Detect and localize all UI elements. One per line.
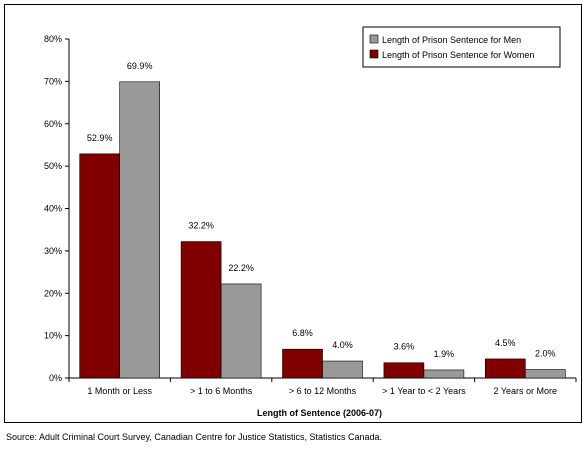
bar [524, 369, 566, 379]
x-axis-title: Length of Sentence (2006-07) [257, 408, 382, 418]
bar [383, 362, 425, 379]
legend-label: Length of Prison Sentence for Women [382, 50, 534, 60]
chart-frame: 0% 10% 20% 30% 40% 50% 60% 70% 80% 52.9% 69.9% 1 Mo… [4, 4, 582, 423]
source-note: Source: Adult Criminal Court Survey, Can… [6, 432, 382, 442]
data-label: 6.8% [292, 328, 313, 338]
y-tick-label: 10% [44, 331, 62, 341]
legend-label: Length of Prison Sentence for Men [382, 35, 521, 45]
legend-box [362, 26, 561, 68]
bar [484, 358, 526, 379]
bar-chart: 0% 10% 20% 30% 40% 50% 60% 70% 80% 52.9% 69.9% 1 Mo… [44, 26, 577, 418]
bar [423, 369, 465, 379]
y-tick-label: 30% [44, 246, 62, 256]
y-tick-label: 50% [44, 161, 62, 171]
data-label: 52.9% [87, 133, 113, 143]
y-tick-label: 20% [44, 288, 62, 298]
y-tick-label: 60% [44, 119, 62, 129]
data-label: 69.9% [127, 61, 153, 71]
y-tick-label: 0% [49, 373, 62, 383]
legend-swatch [369, 34, 379, 44]
x-tick-label: > 6 to 12 Months [289, 386, 357, 396]
y-tick-label: 80% [44, 34, 62, 44]
x-tick-label: > 1 to 6 Months [190, 386, 253, 396]
bar [220, 283, 262, 379]
data-label: 22.2% [228, 263, 254, 273]
x-tick-label: 2 Years or More [494, 386, 558, 396]
legend-swatch [369, 49, 379, 59]
bar [322, 360, 363, 379]
y-tick-label: 70% [44, 76, 62, 86]
bar [282, 348, 323, 379]
data-label: 1.9% [434, 349, 455, 359]
x-tick-label: > 1 Year to < 2 Years [382, 386, 466, 396]
x-tick-label: 1 Month or Less [87, 386, 152, 396]
data-label: 4.5% [495, 338, 516, 348]
data-label: 32.2% [188, 221, 214, 231]
data-label: 4.0% [332, 340, 353, 350]
data-label: 3.6% [394, 342, 415, 352]
data-label: 2.0% [535, 349, 556, 359]
y-tick-label: 40% [44, 204, 62, 214]
bar [119, 81, 160, 379]
bar [79, 153, 120, 379]
bar [180, 241, 222, 379]
